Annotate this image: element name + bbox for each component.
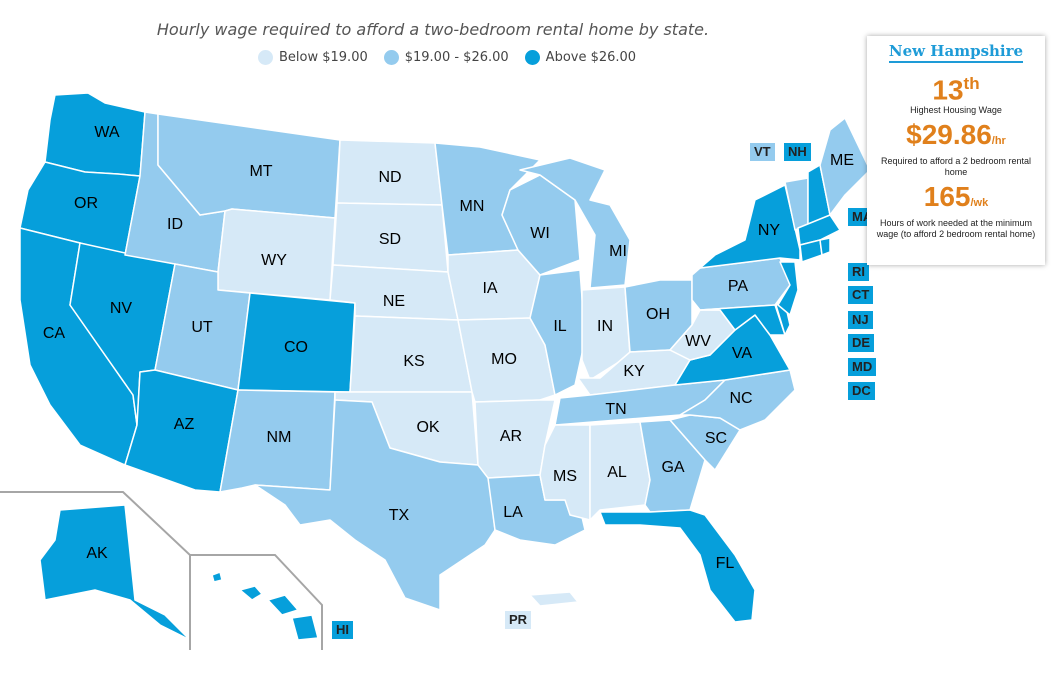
- state-AZ[interactable]: [124, 369, 239, 493]
- tag-PR[interactable]: PR: [505, 611, 532, 629]
- info-state-name: New Hampshire: [888, 42, 1024, 63]
- state-NY[interactable]: [699, 184, 801, 269]
- tag-DC[interactable]: DC: [848, 382, 875, 400]
- info-wage: $29.86/hr: [867, 120, 1045, 156]
- info-wage-value: $29.86: [906, 119, 992, 151]
- legend-item-mid: $19.00 - $26.00: [383, 50, 509, 65]
- tag-CT[interactable]: CT: [848, 286, 874, 304]
- state-NJ[interactable]: [777, 261, 799, 316]
- tag-NJ[interactable]: NJ: [848, 311, 873, 329]
- legend: Below $19.00 $19.00 - $26.00 Above $26.0…: [258, 50, 636, 65]
- state-MA[interactable]: [797, 214, 841, 246]
- info-hours-unit: /wk: [970, 197, 989, 210]
- tag-DE[interactable]: DE: [848, 334, 875, 352]
- hawaii-inset-border: [190, 554, 323, 650]
- state-AL[interactable]: [589, 421, 651, 521]
- tag-MD[interactable]: MD: [848, 358, 877, 376]
- state-ND[interactable]: [336, 139, 443, 206]
- legend-item-high: Above $26.00: [524, 50, 637, 65]
- state-NC[interactable]: [679, 369, 796, 431]
- state-PR[interactable]: [529, 591, 579, 607]
- state-CO[interactable]: [237, 292, 356, 393]
- legend-label-high: Above $26.00: [545, 50, 637, 65]
- legend-swatch-mid: [383, 50, 399, 65]
- state-RI[interactable]: [819, 237, 831, 256]
- legend-label-low: Below $19.00: [279, 50, 368, 65]
- state-WA[interactable]: [44, 92, 146, 177]
- info-wage-caption: Required to afford a 2 bedroom rental ho…: [881, 156, 1031, 178]
- alaska-inset-border: [0, 491, 191, 650]
- state-TX[interactable]: [254, 399, 496, 611]
- info-rank: 13th: [867, 69, 1045, 105]
- info-rank-number: 13: [932, 74, 964, 106]
- state-IL[interactable]: [529, 269, 586, 396]
- state-NM[interactable]: [219, 389, 336, 493]
- legend-swatch-low: [258, 50, 273, 65]
- state-IA[interactable]: [447, 249, 541, 321]
- state-KS[interactable]: [349, 315, 473, 393]
- state-FL[interactable]: [599, 509, 756, 623]
- state-info-panel: New Hampshire 13th Highest Housing Wage …: [867, 36, 1045, 265]
- tag-NH[interactable]: NH: [784, 143, 811, 161]
- state-HI[interactable]: [211, 571, 319, 641]
- state-ME[interactable]: [819, 117, 871, 216]
- state-SD[interactable]: [332, 202, 449, 273]
- info-hours-caption: Hours of work needed at the minimum wage…: [876, 218, 1036, 240]
- info-rank-suffix: th: [963, 74, 980, 93]
- info-rank-caption: Highest Housing Wage: [910, 105, 1002, 116]
- legend-item-low: Below $19.00: [258, 50, 368, 65]
- legend-swatch-high: [524, 50, 540, 65]
- tag-HI[interactable]: HI: [332, 621, 353, 639]
- state-WY[interactable]: [217, 208, 336, 301]
- tag-RI[interactable]: RI: [848, 263, 869, 281]
- tag-VT[interactable]: VT: [750, 143, 775, 161]
- state-MD[interactable]: [699, 304, 786, 336]
- state-MI[interactable]: [519, 157, 631, 289]
- map-title: Hourly wage required to afford a two-bed…: [156, 20, 710, 39]
- state-AK[interactable]: [39, 504, 191, 641]
- info-hours-value: 165: [923, 181, 971, 213]
- info-wage-unit: /hr: [991, 135, 1006, 148]
- legend-label-mid: $19.00 - $26.00: [404, 50, 509, 65]
- info-hours: 165/wk: [867, 182, 1045, 218]
- state-IN[interactable]: [581, 286, 631, 381]
